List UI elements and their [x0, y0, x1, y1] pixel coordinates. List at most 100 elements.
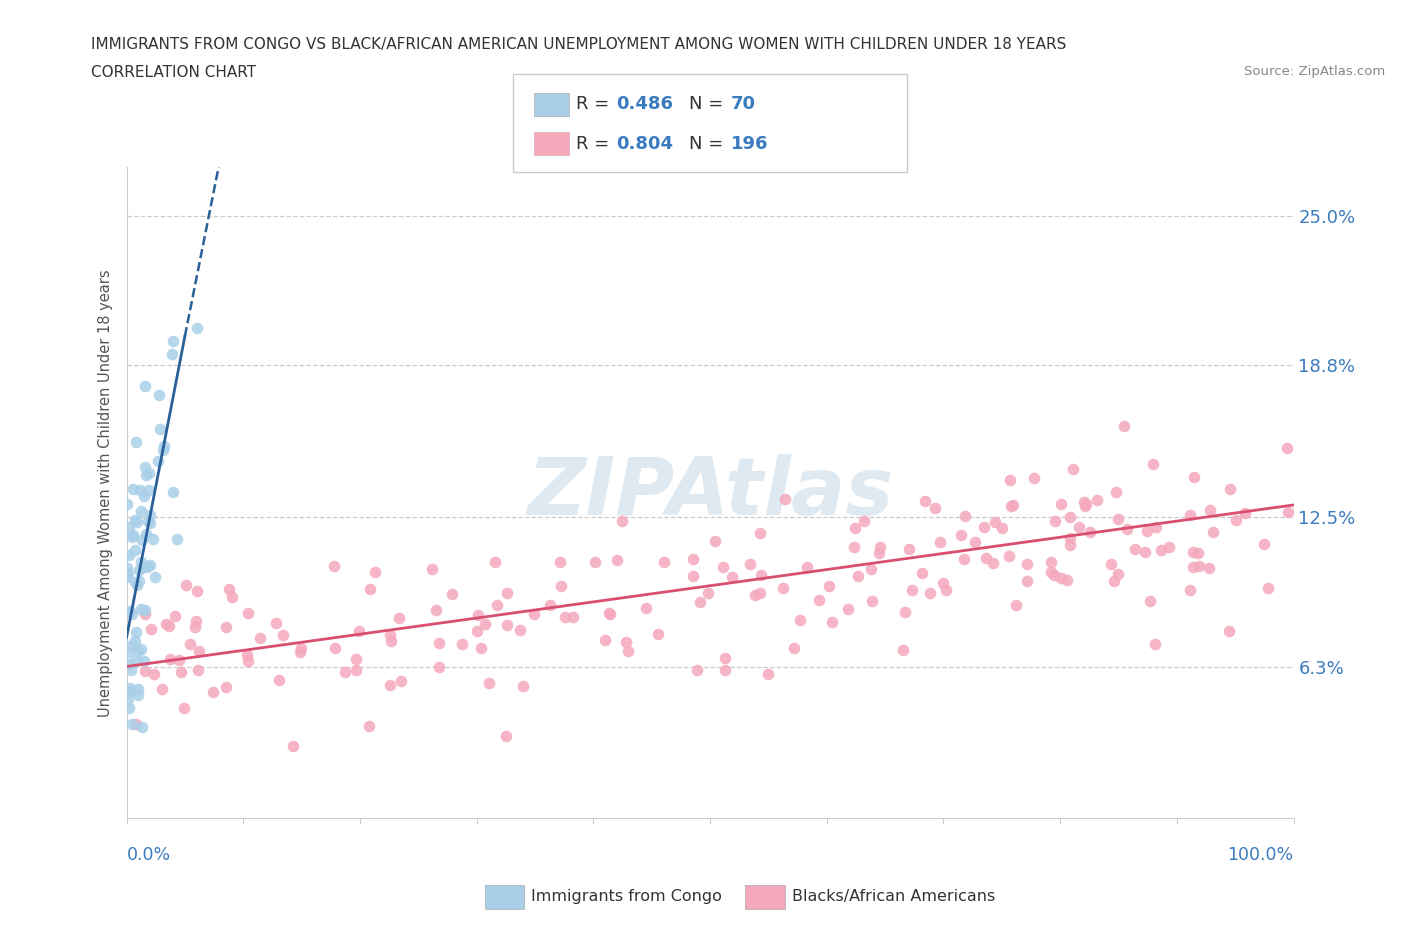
Point [179, 636, 201, 651]
Point [122, 482, 145, 497]
Point [149, 422, 172, 437]
Point [1050, 570, 1073, 585]
Point [173, 701, 195, 716]
Point [973, 520, 995, 535]
Point [174, 578, 197, 592]
Point [749, 526, 772, 541]
Point [950, 528, 973, 543]
Point [1069, 520, 1091, 535]
Point [1257, 580, 1279, 595]
Point [118, 657, 141, 671]
Point [131, 720, 153, 735]
Point [118, 520, 141, 535]
Point [1059, 510, 1081, 525]
Point [495, 585, 517, 600]
Point [1000, 498, 1022, 513]
Point [1073, 495, 1095, 510]
Point [1180, 508, 1202, 523]
Point [186, 584, 208, 599]
Point [704, 534, 727, 549]
Point [1188, 558, 1211, 573]
Point [129, 642, 152, 657]
Point [121, 638, 143, 653]
Point [1042, 567, 1064, 582]
Point [1107, 512, 1129, 526]
Point [159, 651, 181, 666]
Point [932, 576, 955, 591]
Point [125, 624, 148, 639]
Point [869, 539, 891, 554]
Point [1187, 546, 1209, 561]
Point [117, 691, 139, 706]
Point [1017, 574, 1039, 589]
Point [721, 570, 744, 585]
Point [117, 565, 139, 580]
Point [186, 614, 208, 629]
Point [1102, 574, 1125, 589]
Point [170, 665, 193, 680]
Point [1022, 471, 1045, 485]
Point [470, 641, 492, 656]
Point [509, 622, 531, 637]
Text: 70: 70 [731, 95, 756, 113]
Point [125, 654, 148, 669]
Point [115, 497, 138, 512]
Point [1107, 567, 1129, 582]
Point [610, 513, 633, 528]
Point [142, 532, 165, 547]
Point [1144, 637, 1167, 652]
Point [290, 641, 312, 656]
Text: 0.804: 0.804 [616, 135, 673, 153]
Point [821, 615, 844, 630]
Point [935, 582, 957, 597]
Point [128, 483, 150, 498]
Point [122, 528, 145, 543]
Point [136, 559, 159, 574]
Point [1045, 513, 1067, 528]
Point [749, 568, 772, 583]
Point [125, 514, 148, 529]
Point [146, 454, 169, 469]
Text: Blacks/African Americans: Blacks/African Americans [792, 889, 995, 904]
Point [837, 602, 859, 617]
Point [134, 489, 156, 504]
Point [132, 654, 155, 669]
Point [981, 555, 1004, 570]
Text: ZIPAtlas: ZIPAtlas [527, 454, 893, 532]
Point [150, 682, 173, 697]
Point [984, 514, 1007, 529]
Point [215, 679, 238, 694]
Point [125, 435, 148, 450]
Point [142, 667, 165, 682]
Point [118, 700, 141, 715]
Point [238, 605, 260, 620]
Point [1002, 498, 1025, 512]
Point [138, 483, 160, 498]
Point [808, 592, 831, 607]
Point [188, 644, 211, 658]
Point [118, 604, 141, 618]
Y-axis label: Unemployment Among Women with Children Under 18 years: Unemployment Among Women with Children U… [98, 269, 114, 717]
Point [495, 618, 517, 632]
Point [155, 617, 177, 631]
Point [152, 439, 174, 454]
Point [131, 602, 153, 617]
Point [364, 565, 387, 579]
Point [1198, 503, 1220, 518]
Point [682, 569, 704, 584]
Point [647, 627, 669, 642]
Point [128, 574, 150, 589]
Point [1004, 598, 1026, 613]
Text: IMMIGRANTS FROM CONGO VS BLACK/AFRICAN AMERICAN UNEMPLOYMENT AMONG WOMEN WITH CH: IMMIGRANTS FROM CONGO VS BLACK/AFRICAN A… [91, 37, 1067, 52]
Point [236, 653, 259, 668]
Point [1105, 485, 1128, 499]
Point [121, 716, 143, 731]
Point [894, 605, 917, 620]
Point [953, 551, 976, 566]
Point [148, 388, 170, 403]
Point [359, 582, 381, 597]
Point [749, 586, 772, 601]
Point [495, 728, 517, 743]
Point [118, 684, 141, 699]
Text: R =: R = [576, 95, 616, 113]
